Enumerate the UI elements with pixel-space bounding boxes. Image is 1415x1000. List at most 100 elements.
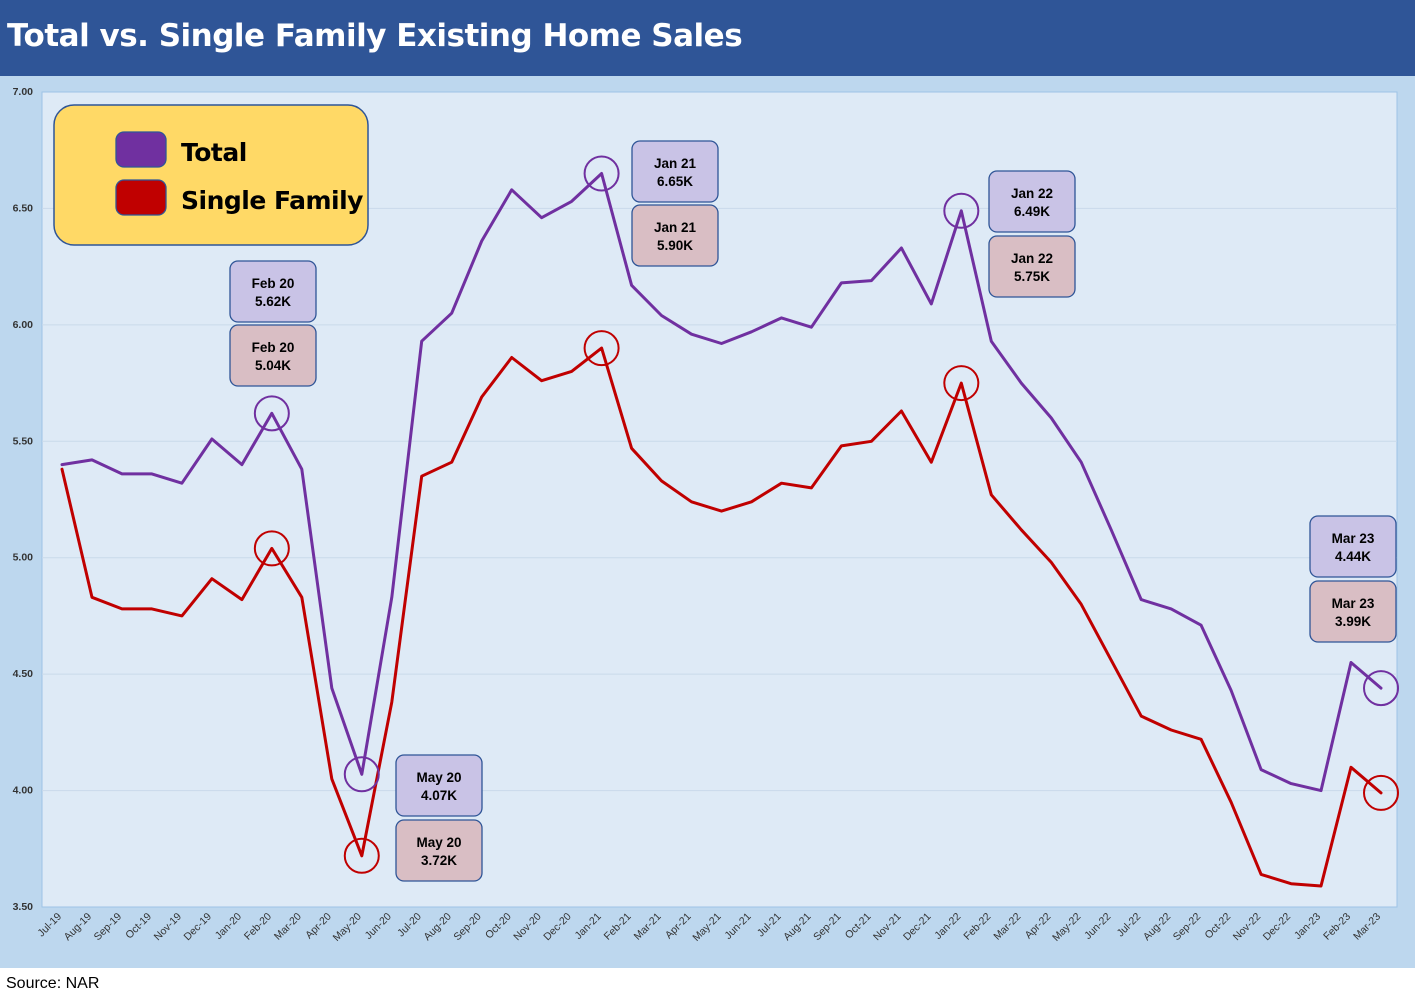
single-family-highlight-marker [343,837,380,874]
single-family-series-line [60,346,1383,888]
total-callout-box [1309,515,1397,578]
total-highlight-marker [943,192,980,229]
x-tick-label: Jan-21 [573,911,604,942]
x-tick-label: Dec-22 [1261,911,1294,944]
single-family-callout-month: May 20 [416,835,461,850]
x-tick-label: Mar-21 [632,911,664,943]
x-tick-label: Nov-20 [511,911,544,944]
chart-area: 3.504.004.505.005.506.006.507.00Jul-19Au… [13,86,1399,944]
total-highlight-marker [253,395,290,432]
single-family-callout-month: Jan 21 [654,220,697,235]
single-family-highlight-marker [943,365,980,402]
x-tick-label: Jan-23 [1292,911,1323,942]
x-tick-label: Aug-22 [1141,911,1174,944]
x-tick-label: Nov-22 [1231,911,1264,944]
chart-title: Total vs. Single Family Existing Home Sa… [7,18,743,54]
x-tick-label: Jul-22 [1115,911,1144,940]
source-note: Source: NAR [6,975,100,992]
total-callout-value: 4.07K [421,788,457,803]
y-tick-label: 5.50 [13,435,34,447]
total-callout-month: Mar 23 [1332,531,1375,546]
single-family-highlight-marker [1363,774,1399,811]
total-callout-box [631,140,719,203]
x-tick-label: Nov-21 [871,911,904,944]
total-callout-month: May 20 [416,770,461,785]
total-callout-box [229,260,317,323]
x-tick-label: Oct-19 [123,911,154,942]
x-tick-label: Sep-20 [451,911,484,944]
y-tick-label: 4.00 [13,785,34,797]
x-tick-label: Jun-22 [1082,911,1113,942]
single-family-highlight-marker [253,530,290,567]
x-tick-label: Oct-20 [483,911,514,942]
total-series-line [60,172,1383,793]
total-callout-value: 5.62K [255,294,291,309]
x-tick-label: Oct-21 [843,911,874,942]
x-tick-label: Mar-22 [991,911,1023,943]
legend-label-total: Total [181,138,247,167]
single-family-callout-box [395,819,483,882]
total-callout-box [395,754,483,817]
total-callout-value: 6.49K [1014,204,1050,219]
y-tick-label: 6.00 [13,319,34,331]
x-tick-label: Aug-19 [62,911,95,944]
x-tick-label: May-22 [1050,911,1083,944]
total-callout-month: Jan 21 [654,156,697,171]
y-tick-label: 3.50 [13,901,34,913]
single-family-callout-box [229,324,317,387]
x-tick-label: Feb-21 [602,911,634,943]
x-tick-label: Feb-22 [961,911,993,943]
single-family-callout-box [1309,580,1397,643]
legend-label-single-family: Single Family [181,186,363,215]
x-tick-label: Jul-19 [35,911,64,940]
x-tick-label: Feb-20 [242,911,274,943]
total-callout-month: Feb 20 [252,276,295,291]
x-tick-label: May-20 [331,911,364,944]
y-tick-label: 4.50 [13,668,34,680]
single-family-callout-box [988,235,1076,298]
x-tick-label: Sep-21 [811,911,844,944]
y-tick-label: 7.00 [13,86,34,98]
legend-swatch-total [115,131,167,168]
x-tick-label: May-21 [690,911,723,944]
single-family-callout-value: 3.72K [421,853,457,868]
total-highlight-marker [583,155,620,192]
total-callout-value: 6.65K [657,174,693,189]
x-tick-label: Jul-20 [395,911,424,940]
x-tick-label: Jun-20 [363,911,394,942]
x-tick-label: Apr-21 [663,911,694,942]
x-tick-label: Aug-21 [781,911,814,944]
x-tick-label: Jun-21 [722,911,753,942]
y-tick-label: 5.00 [13,552,34,564]
single-family-callout-month: Jan 22 [1011,251,1053,266]
x-tick-label: Apr-20 [303,911,334,942]
x-tick-label: Sep-19 [92,911,125,944]
single-family-callout-month: Feb 20 [252,340,295,355]
legend-swatch-single-family [115,179,167,216]
x-tick-label: Jan-20 [213,911,244,942]
y-tick-label: 6.50 [13,202,34,214]
x-tick-label: Jan-22 [932,911,963,942]
x-tick-label: Apr-22 [1023,911,1054,942]
x-tick-label: Oct-22 [1202,911,1233,942]
total-callout-month: Jan 22 [1011,186,1053,201]
x-tick-label: Jul-21 [755,911,784,940]
total-highlight-marker [343,756,380,793]
single-family-callout-box [631,204,719,267]
x-tick-label: Mar-23 [1351,911,1383,943]
single-family-callout-value: 5.90K [657,238,693,253]
total-callout-value: 4.44K [1335,549,1371,564]
single-family-callout-value: 5.04K [255,358,291,373]
x-tick-label: Sep-22 [1171,911,1204,944]
single-family-callout-month: Mar 23 [1332,596,1375,611]
single-family-callout-value: 5.75K [1014,269,1050,284]
x-tick-label: Feb-23 [1321,911,1353,943]
title-bar: Total vs. Single Family Existing Home Sa… [0,0,1415,76]
total-callout-box [988,170,1076,233]
single-family-highlight-marker [583,330,620,367]
legend-box [53,104,369,246]
x-tick-label: Dec-19 [182,911,215,944]
x-tick-label: Nov-19 [152,911,185,944]
single-family-callout-value: 3.99K [1335,614,1371,629]
x-tick-label: Dec-21 [901,911,934,944]
